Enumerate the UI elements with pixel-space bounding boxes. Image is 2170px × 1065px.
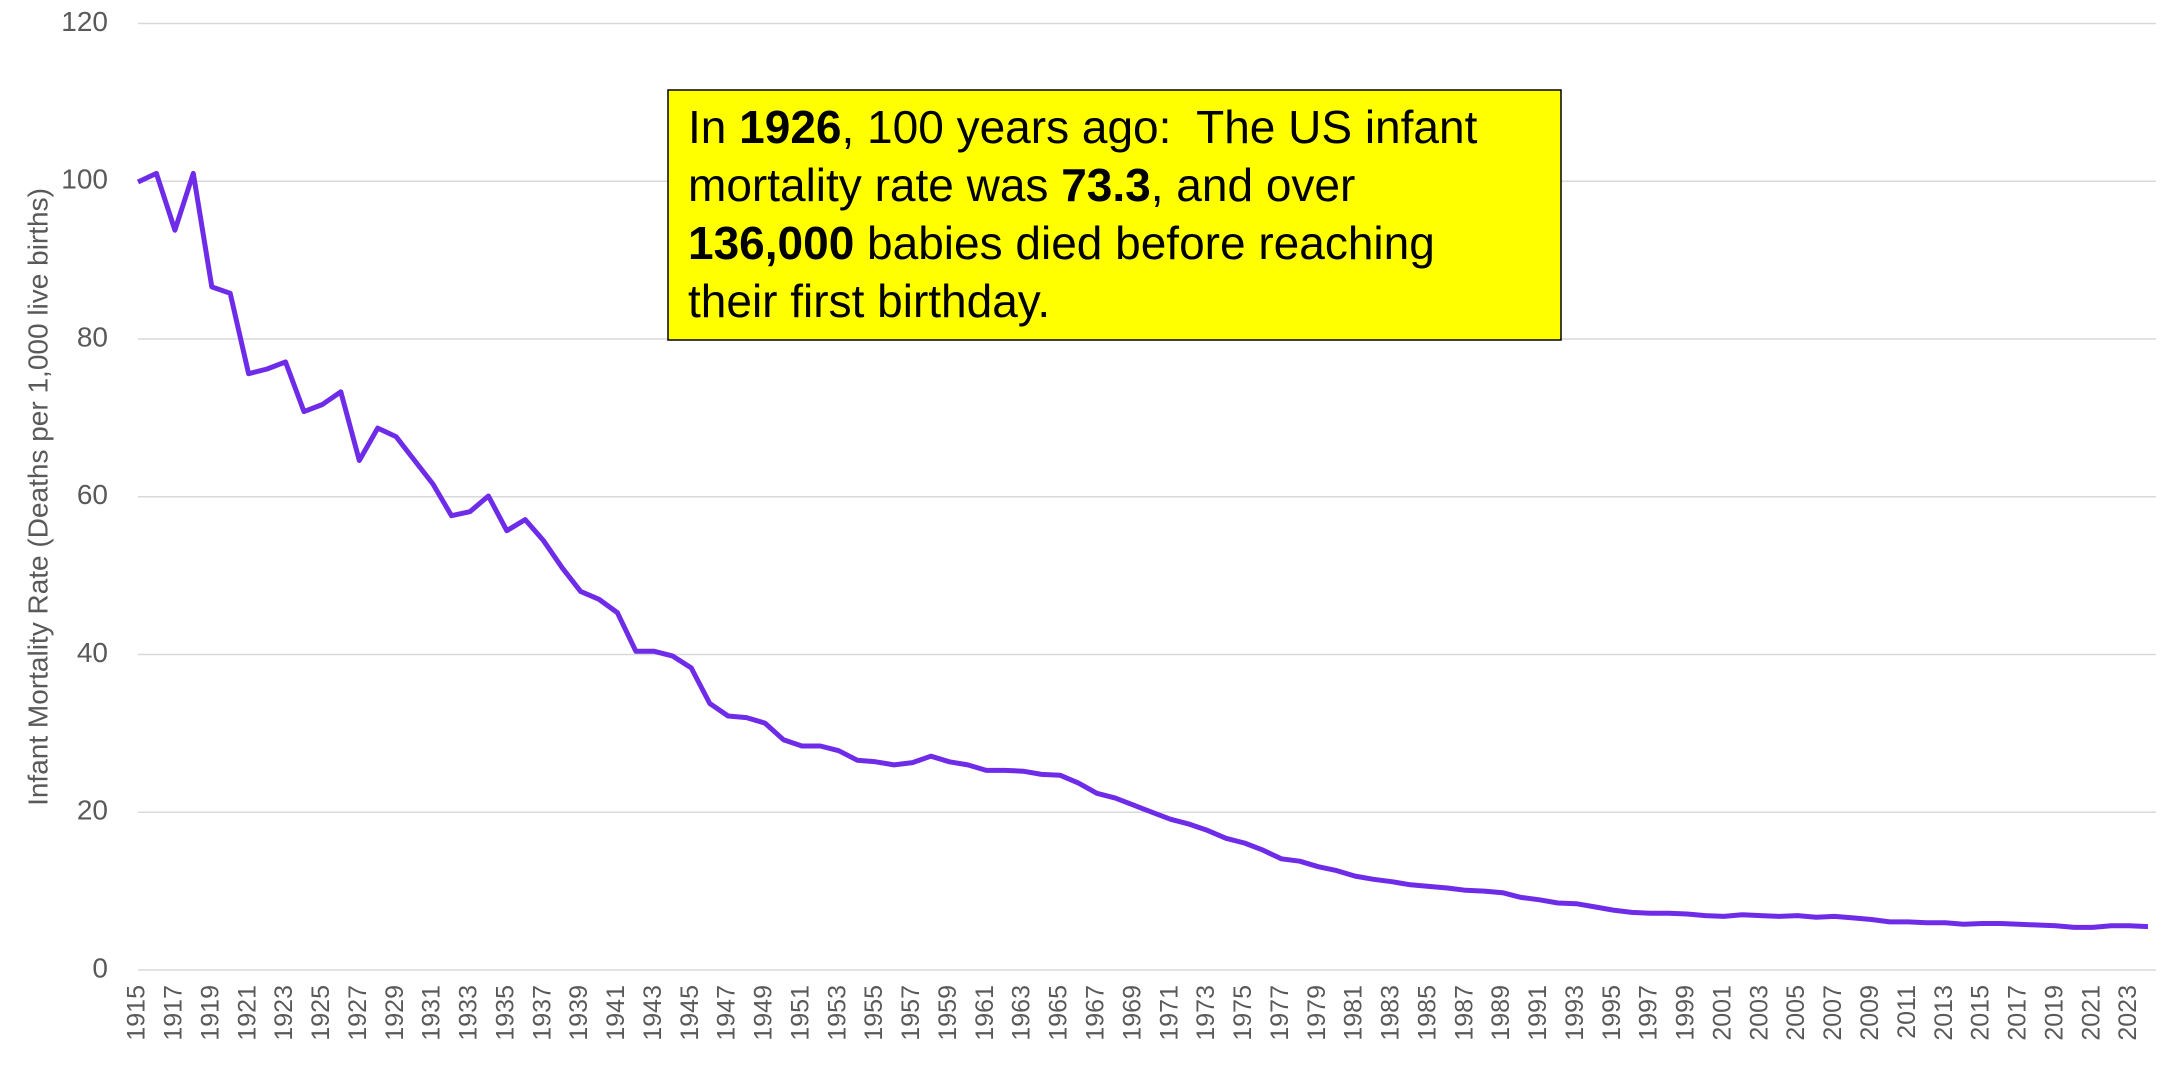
x-tick-label: 2023 <box>2114 985 2142 1041</box>
x-tick-label: 1951 <box>786 985 814 1041</box>
x-tick-label: 1975 <box>1229 985 1257 1041</box>
annotation-run: babies died before reaching <box>854 217 1435 269</box>
y-tick-label: 60 <box>77 479 108 510</box>
y-tick-label: 120 <box>61 6 108 37</box>
x-tick-label: 1915 <box>123 985 151 1041</box>
x-tick-label: 1959 <box>934 985 962 1041</box>
x-tick-label: 1961 <box>971 985 999 1041</box>
annotation-run: In <box>688 101 739 153</box>
annotation-run: 1926 <box>739 101 841 153</box>
x-tick-label: 1919 <box>196 985 224 1041</box>
data-line <box>136 170 2149 930</box>
x-tick-label: 1973 <box>1192 985 1220 1041</box>
x-tick-label: 1941 <box>602 985 630 1041</box>
x-tick-label: 1967 <box>1082 985 1110 1041</box>
x-tick-label: 1991 <box>1524 985 1552 1041</box>
y-tick-label: 0 <box>92 952 108 983</box>
x-tick-label: 1999 <box>1672 985 1700 1041</box>
y-tick-label: 100 <box>61 164 108 195</box>
x-tick-label: 1923 <box>270 985 298 1041</box>
x-tick-label: 1949 <box>750 985 778 1041</box>
x-tick-label: 2009 <box>1856 985 1884 1041</box>
x-tick-label: 1929 <box>381 985 409 1041</box>
x-tick-label: 2013 <box>1930 985 1958 1041</box>
annotation-run: , and over <box>1151 159 1356 211</box>
x-tick-label: 1925 <box>307 985 335 1041</box>
x-tick-label: 2015 <box>1967 985 1995 1041</box>
x-tick-label: 1985 <box>1413 985 1441 1041</box>
x-tick-label: 1921 <box>233 985 261 1041</box>
x-tick-label: 1937 <box>528 985 556 1041</box>
x-tick-label: 1953 <box>823 985 851 1041</box>
x-tick-label: 2007 <box>1819 985 1847 1041</box>
annotation-line: their first birthday. <box>688 275 1050 327</box>
x-tick-label: 1979 <box>1303 985 1331 1041</box>
x-tick-label: 1987 <box>1450 985 1478 1041</box>
x-tick-label: 1927 <box>344 985 372 1041</box>
x-tick-label: 2005 <box>1782 985 1810 1041</box>
annotation-run: mortality rate was <box>688 159 1061 211</box>
x-tick-label: 1971 <box>1155 985 1183 1041</box>
annotation-line: In 1926, 100 years ago: The US infant <box>688 101 1478 153</box>
x-tick-label: 1997 <box>1635 985 1663 1041</box>
annotation-run: 136,000 <box>688 217 854 269</box>
x-tick-label: 1955 <box>860 985 888 1041</box>
x-tick-label: 1965 <box>1045 985 1073 1041</box>
x-tick-label: 1935 <box>491 985 519 1041</box>
x-tick-label: 1993 <box>1561 985 1589 1041</box>
annotation-line: 136,000 babies died before reaching <box>688 217 1435 269</box>
annotation-run: 73.3 <box>1061 159 1151 211</box>
x-tick-label: 1931 <box>418 985 446 1041</box>
y-axis-title: Infant Mortality Rate (Deaths per 1,000 … <box>22 188 53 806</box>
x-tick-label: 1977 <box>1266 985 1294 1041</box>
x-tick-label: 2011 <box>1893 985 1921 1039</box>
x-tick-label: 2019 <box>2040 985 2068 1041</box>
x-tick-label: 1981 <box>1340 985 1368 1041</box>
x-tick-label: 1947 <box>713 985 741 1041</box>
y-tick-label: 80 <box>77 321 108 352</box>
x-tick-label: 2021 <box>2077 985 2105 1041</box>
annotation: In 1926, 100 years ago: The US infant mor… <box>667 89 1562 341</box>
annotation-run: their first birthday. <box>688 275 1050 327</box>
x-tick-label: 1945 <box>676 985 704 1041</box>
annotation-box <box>667 89 1562 341</box>
x-tick-label: 1957 <box>897 985 925 1041</box>
x-tick-label: 1995 <box>1598 985 1626 1041</box>
x-tick-label: 2017 <box>2004 985 2032 1041</box>
annotation-run: , 100 years ago: The US infant <box>842 101 1478 153</box>
y-tick-label: 40 <box>77 637 108 668</box>
x-tick-label: 2001 <box>1708 985 1736 1041</box>
x-tick-label: 1969 <box>1118 985 1146 1041</box>
x-tick-label: 1963 <box>1008 985 1036 1041</box>
x-tick-label: 1983 <box>1377 985 1405 1041</box>
x-tick-label: 2003 <box>1745 985 1773 1041</box>
x-tick-label: 1933 <box>455 985 483 1041</box>
x-tick-label: 1989 <box>1487 985 1515 1041</box>
x-tick-label: 1939 <box>565 985 593 1041</box>
annotation-line: mortality rate was 73.3, and over <box>688 159 1355 211</box>
x-tick-label: 1917 <box>159 985 187 1041</box>
x-tick-label: 1943 <box>639 985 667 1041</box>
y-tick-label: 20 <box>77 795 108 826</box>
